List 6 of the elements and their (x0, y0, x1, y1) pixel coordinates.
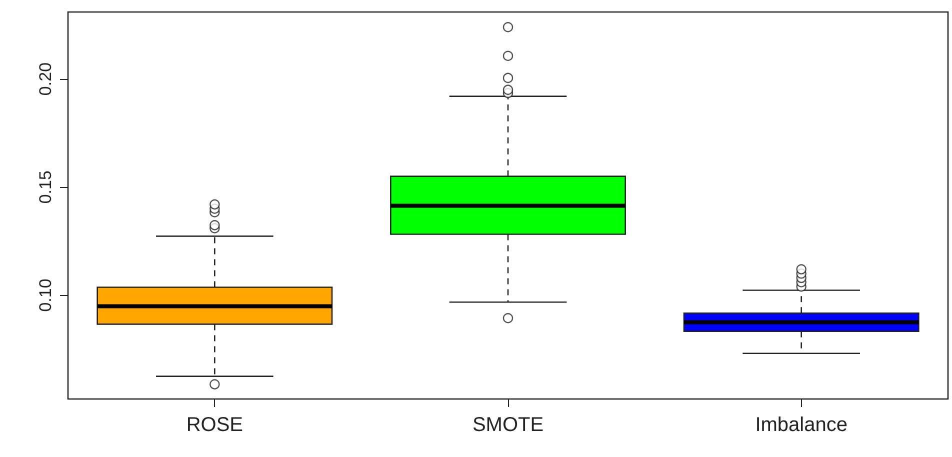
y-tick-label: 0.10 (36, 278, 55, 312)
y-tick-label: 0.15 (36, 170, 55, 204)
x-tick-label: ROSE (186, 414, 244, 436)
x-tick-label: SMOTE (472, 414, 544, 436)
x-tick-label: Imbalance (755, 414, 848, 436)
y-tick-label: 0.20 (36, 62, 55, 96)
